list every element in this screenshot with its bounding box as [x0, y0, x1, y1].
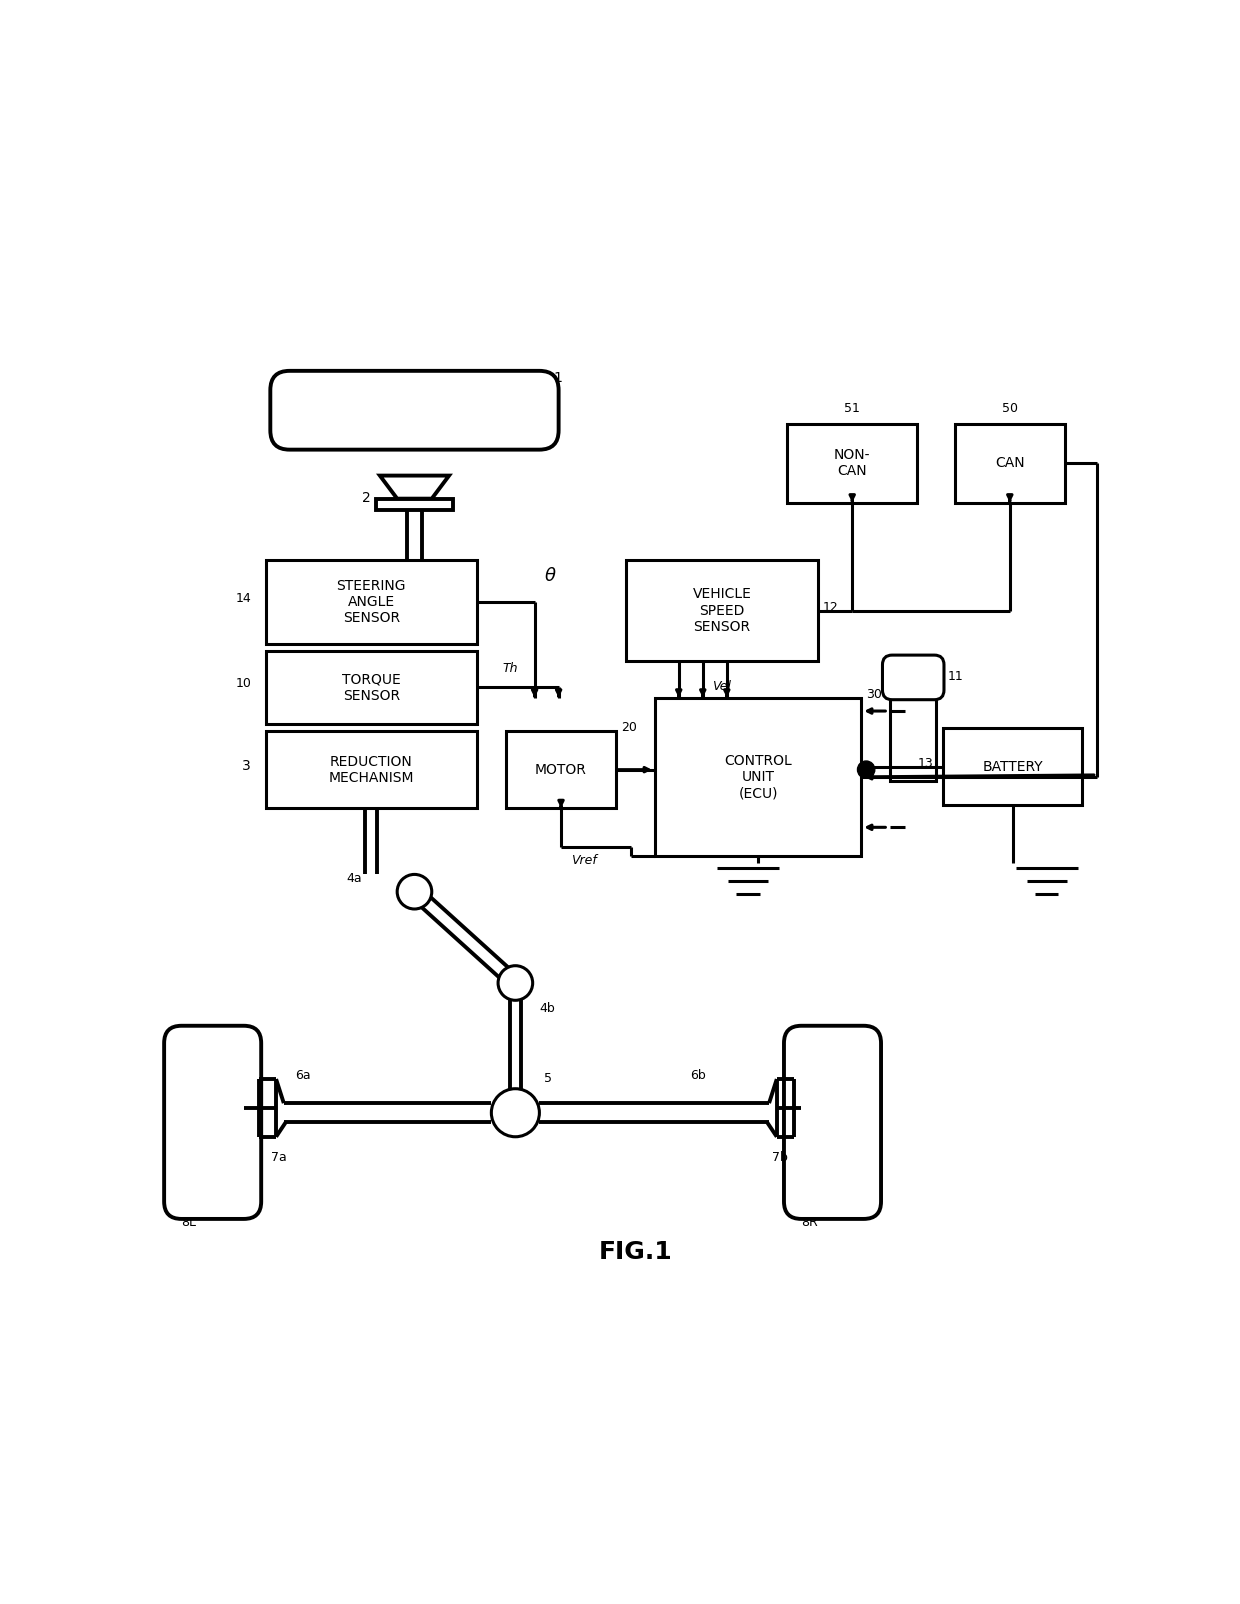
- Text: VEHICLE
SPEED
SENSOR: VEHICLE SPEED SENSOR: [693, 587, 751, 634]
- Bar: [787, 423, 918, 502]
- Bar: [265, 651, 477, 723]
- Circle shape: [858, 760, 874, 778]
- Circle shape: [491, 1089, 539, 1137]
- Text: REDUCTION
MECHANISM: REDUCTION MECHANISM: [329, 754, 414, 784]
- Bar: [265, 731, 477, 808]
- Text: 8L: 8L: [181, 1216, 196, 1229]
- Text: CONTROL
UNIT
(ECU): CONTROL UNIT (ECU): [724, 754, 792, 800]
- Text: Th: Th: [503, 662, 518, 675]
- Text: BATTERY: BATTERY: [982, 760, 1043, 773]
- Text: 2: 2: [362, 491, 371, 505]
- Bar: [890, 690, 936, 781]
- Text: 7b: 7b: [773, 1150, 787, 1165]
- Text: STEERING
ANGLE
SENSOR: STEERING ANGLE SENSOR: [336, 579, 405, 626]
- Text: 20: 20: [621, 722, 637, 735]
- Text: 10: 10: [236, 677, 250, 690]
- FancyBboxPatch shape: [883, 654, 944, 699]
- Bar: [626, 560, 818, 661]
- Text: $\theta$: $\theta$: [544, 566, 557, 585]
- Bar: [955, 423, 1065, 502]
- Bar: [377, 499, 453, 510]
- FancyBboxPatch shape: [270, 371, 558, 449]
- FancyBboxPatch shape: [784, 1027, 882, 1219]
- Text: 30: 30: [866, 688, 882, 701]
- Text: Vel: Vel: [712, 680, 732, 693]
- Text: 7a: 7a: [272, 1150, 286, 1165]
- Text: 13: 13: [918, 757, 934, 770]
- Text: 50: 50: [1002, 403, 1018, 415]
- Circle shape: [498, 966, 533, 1001]
- Text: 8R: 8R: [801, 1216, 818, 1229]
- Text: 4a: 4a: [346, 873, 362, 885]
- Text: 51: 51: [844, 403, 861, 415]
- Text: MOTOR: MOTOR: [536, 762, 587, 776]
- Text: 4b: 4b: [539, 1002, 556, 1015]
- Text: 14: 14: [236, 592, 250, 605]
- Circle shape: [397, 874, 432, 909]
- Bar: [265, 560, 477, 643]
- Text: 3: 3: [242, 759, 250, 773]
- Text: Vref: Vref: [570, 853, 596, 866]
- Text: 12: 12: [823, 600, 838, 614]
- Polygon shape: [379, 476, 449, 499]
- Text: TORQUE
SENSOR: TORQUE SENSOR: [342, 672, 401, 703]
- Text: FIG.1: FIG.1: [599, 1240, 672, 1264]
- FancyBboxPatch shape: [164, 1027, 262, 1219]
- Text: 1: 1: [554, 372, 563, 385]
- Text: CAN: CAN: [994, 456, 1024, 470]
- Bar: [506, 731, 616, 808]
- Text: 11: 11: [947, 670, 963, 683]
- Bar: [942, 728, 1083, 805]
- Text: 6b: 6b: [691, 1070, 706, 1083]
- Bar: [655, 698, 862, 857]
- Text: 6a: 6a: [295, 1070, 311, 1083]
- Text: 5: 5: [544, 1071, 552, 1084]
- Text: NON-
CAN: NON- CAN: [835, 448, 870, 478]
